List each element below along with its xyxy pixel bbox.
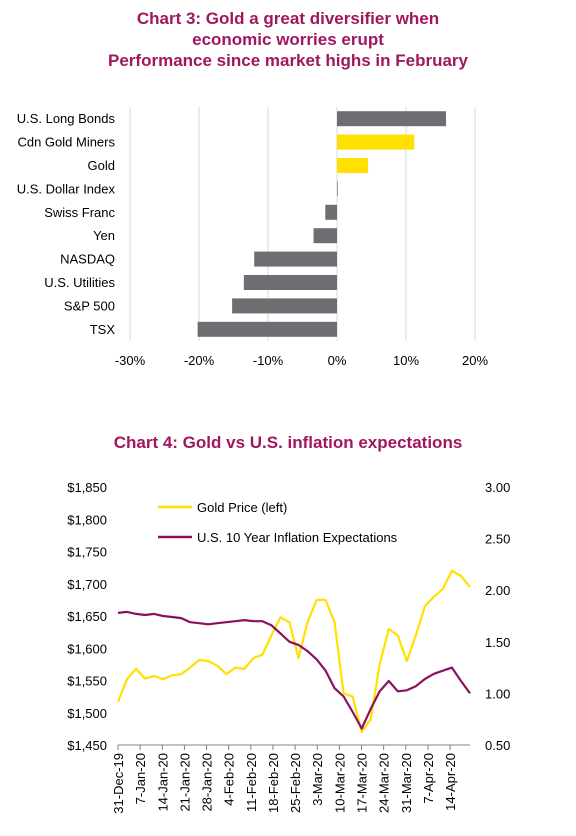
- chart3-title-line-2: economic worries erupt: [192, 30, 384, 49]
- chart4-x-tick-label: 17-Mar-20: [355, 753, 370, 813]
- chart4-left-tick-label: $1,550: [67, 674, 107, 689]
- chart3-bar: [337, 134, 415, 150]
- chart3-bar: [197, 321, 337, 337]
- chart4-left-tick-label: $1,600: [67, 641, 107, 656]
- chart3-x-tick-label: 20%: [462, 353, 488, 368]
- chart3-category-label: U.S. Utilities: [44, 275, 115, 290]
- chart4-x-tick-label: 7-Jan-20: [133, 753, 148, 804]
- chart3-category-label: S&P 500: [64, 298, 115, 313]
- chart3-category-label: Yen: [93, 228, 115, 243]
- chart4-legend-label: Gold Price (left): [197, 500, 287, 515]
- chart4-x-tick-label: 25-Feb-20: [288, 753, 303, 813]
- chart4-right-tick-label: 1.50: [485, 635, 510, 650]
- chart4-x-tick-label: 10-Mar-20: [332, 753, 347, 813]
- chart4-right-tick-label: 3.00: [485, 480, 510, 495]
- chart4-right-tick-label: 1.00: [485, 686, 510, 701]
- chart4-x-tick-label: 18-Feb-20: [266, 753, 281, 813]
- chart3-x-tick-label: -10%: [253, 353, 284, 368]
- chart3-bar: [337, 181, 338, 197]
- chart4-right-tick-label: 2.50: [485, 532, 510, 547]
- chart4-x-tick-label: 21-Jan-20: [177, 753, 192, 812]
- chart3-category-label: Swiss Franc: [44, 205, 115, 220]
- chart4-x-tick-label: 31-Mar-20: [399, 753, 414, 813]
- chart3-category-label: TSX: [90, 322, 116, 337]
- chart3-bar: [325, 204, 337, 220]
- chart3-category-label: Gold: [88, 158, 115, 173]
- chart4-x-tick-label: 14-Jan-20: [155, 753, 170, 812]
- chart3-bar-chart: U.S. Long Bonds Cdn Gold Miners Gold U.S. D…: [17, 107, 488, 368]
- chart4-x-tick-label: 3-Mar-20: [310, 753, 325, 806]
- chart4-left-tick-label: $1,700: [67, 577, 107, 592]
- chart4-legend-label: U.S. 10 Year Inflation Expectations: [197, 530, 398, 545]
- chart3-bar: [337, 111, 447, 127]
- chart3-x-tick-label: 0%: [328, 353, 347, 368]
- chart4-x-tick-label: 11-Feb-20: [244, 753, 259, 812]
- chart3-bar: [254, 251, 337, 267]
- chart3-x-tick-label: 10%: [393, 353, 419, 368]
- chart3-category-label: U.S. Dollar Index: [17, 181, 116, 196]
- chart3-title-line-3: Performance since market highs in Februa…: [108, 51, 468, 70]
- chart3-bar: [232, 298, 337, 314]
- chart4-series-line-2: [117, 610, 471, 730]
- chart3-category-label: NASDAQ: [60, 252, 115, 267]
- chart4-x-tick-label: 14-Apr-20: [443, 753, 458, 811]
- chart4-line-chart: $1,450 $1,500 $1,550 $1,600 $1,650 $1,700 $1,7…: [67, 480, 510, 814]
- chart4-right-tick-label: 0.50: [485, 738, 510, 753]
- chart3-bar: [313, 228, 337, 244]
- chart3-category-label: U.S. Long Bonds: [17, 111, 116, 126]
- chart4-series-line-1: [116, 569, 471, 734]
- chart4-title: Chart 4: Gold vs U.S. inflation expectat…: [113, 433, 463, 452]
- chart4-x-tick-label: 7-Apr-20: [421, 753, 436, 804]
- chart4-left-tick-label: $1,650: [67, 609, 107, 624]
- chart3-x-tick-label: -30%: [115, 353, 146, 368]
- chart3-title: Chart 3: Gold a great diversifier when e…: [0, 8, 576, 71]
- chart4-left-tick-label: $1,500: [67, 706, 107, 721]
- chart3-title-line-1: Chart 3: Gold a great diversifier when: [136, 9, 440, 28]
- chart3-bar: [337, 158, 369, 173]
- chart3-category-label: Cdn Gold Miners: [17, 135, 115, 150]
- chart4-x-tick-label: 24-Mar-20: [377, 753, 392, 813]
- chart4-x-tick-label: 28-Jan-20: [200, 753, 215, 812]
- chart4-right-tick-label: 2.00: [485, 583, 510, 598]
- chart3-bar: [243, 275, 337, 290]
- chart4-x-tick-label: 4-Feb-20: [222, 753, 237, 806]
- chart4-x-tick-label: 31-Dec-19: [111, 753, 126, 814]
- chart4-left-tick-label: $1,450: [67, 738, 107, 753]
- chart4-left-tick-label: $1,750: [67, 545, 107, 560]
- chart4-left-tick-label: $1,800: [67, 512, 107, 527]
- chart3-x-tick-label: -20%: [184, 353, 215, 368]
- chart4-left-tick-label: $1,850: [67, 480, 107, 495]
